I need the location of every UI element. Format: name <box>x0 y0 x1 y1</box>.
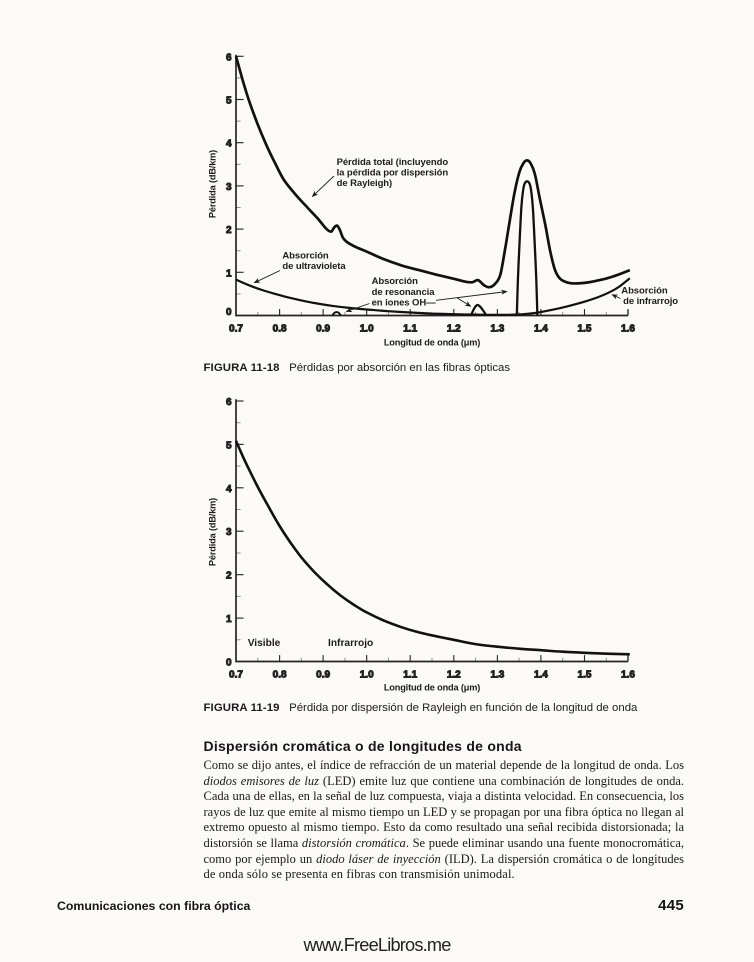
svg-text:Absorción: Absorción <box>372 276 419 287</box>
svg-text:Longitud de onda (μm): Longitud de onda (μm) <box>384 683 480 693</box>
svg-text:0.7: 0.7 <box>229 670 243 681</box>
svg-text:1.2: 1.2 <box>447 324 461 335</box>
svg-text:0.9: 0.9 <box>316 670 330 681</box>
svg-text:de Rayleigh): de Rayleigh) <box>337 178 393 189</box>
svg-text:1.3: 1.3 <box>490 670 504 681</box>
svg-text:1.0: 1.0 <box>360 324 374 335</box>
svg-text:1.4: 1.4 <box>534 324 548 335</box>
svg-text:0.9: 0.9 <box>316 324 330 335</box>
svg-text:1.5: 1.5 <box>578 324 592 335</box>
svg-text:3: 3 <box>226 182 232 193</box>
svg-text:la pérdida por dispersión: la pérdida por dispersión <box>337 167 449 178</box>
svg-text:2: 2 <box>226 225 232 236</box>
svg-text:en iones OH—: en iones OH— <box>372 297 437 308</box>
svg-text:0.8: 0.8 <box>273 670 287 681</box>
svg-text:Pérdida (dB/km): Pérdida (dB/km) <box>208 150 218 218</box>
svg-text:1: 1 <box>226 268 232 279</box>
svg-text:1.2: 1.2 <box>447 670 461 681</box>
svg-text:6: 6 <box>226 52 232 63</box>
svg-text:3: 3 <box>226 527 232 538</box>
svg-text:5: 5 <box>226 440 232 451</box>
svg-text:1.1: 1.1 <box>403 324 417 335</box>
svg-text:1.3: 1.3 <box>490 324 504 335</box>
svg-text:0: 0 <box>226 658 232 669</box>
svg-text:0.7: 0.7 <box>229 324 243 335</box>
svg-text:Visible: Visible <box>248 638 281 649</box>
svg-text:Pérdida total (incluyendo: Pérdida total (incluyendo <box>337 157 449 168</box>
svg-text:4: 4 <box>226 139 232 150</box>
svg-text:de ultravioleta: de ultravioleta <box>282 261 346 272</box>
svg-text:1.4: 1.4 <box>534 670 548 681</box>
svg-text:0.8: 0.8 <box>273 324 287 335</box>
svg-text:4: 4 <box>226 484 232 495</box>
svg-text:Absorción: Absorción <box>621 286 668 297</box>
svg-text:de resonancia: de resonancia <box>372 287 436 298</box>
svg-text:Pérdida (dB/km): Pérdida (dB/km) <box>208 498 218 566</box>
svg-text:1.5: 1.5 <box>578 670 592 681</box>
svg-text:Absorción: Absorción <box>282 251 329 262</box>
svg-text:1.0: 1.0 <box>360 670 374 681</box>
svg-text:1.1: 1.1 <box>403 670 417 681</box>
svg-text:1.6: 1.6 <box>621 324 635 335</box>
svg-text:de infrarrojo: de infrarrojo <box>623 296 678 307</box>
svg-text:6: 6 <box>226 397 232 408</box>
svg-text:Infrarrojo: Infrarrojo <box>328 638 373 649</box>
svg-text:5: 5 <box>226 96 232 107</box>
svg-text:1: 1 <box>226 614 232 625</box>
svg-text:Longitud de onda (μm): Longitud de onda (μm) <box>384 338 480 348</box>
svg-text:2: 2 <box>226 571 232 582</box>
svg-text:0: 0 <box>226 307 232 318</box>
svg-text:1.6: 1.6 <box>621 670 635 681</box>
